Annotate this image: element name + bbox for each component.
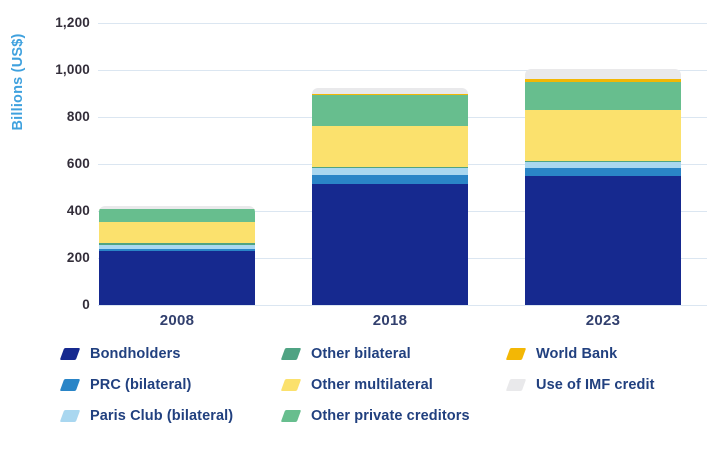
legend-item-bondholders: Bondholders — [59, 346, 181, 362]
legend-item-other-bilateral: Other bilateral — [280, 346, 411, 362]
segment-other-private-creditors-2023 — [525, 81, 681, 111]
segment-paris-club-bilateral-2018 — [312, 168, 468, 176]
gridline-1000 — [98, 70, 707, 71]
segment-use-of-imf-credit-2018 — [312, 87, 468, 94]
legend-swatch-world-bank — [505, 348, 527, 360]
segment-prc-bilateral-2018 — [312, 175, 468, 184]
legend-label-other-multilateral: Other multilateral — [311, 377, 433, 393]
y-axis-title: Billions (US$) — [10, 33, 26, 131]
legend-swatch-other-multilateral — [280, 379, 302, 391]
y-tick-label-600: 600 — [66, 156, 90, 171]
legend-item-other-multilateral: Other multilateral — [280, 377, 433, 393]
segment-world-bank-2018 — [312, 94, 468, 95]
segment-other-multilateral-2018 — [312, 125, 468, 168]
segment-use-of-imf-credit-2023 — [525, 69, 681, 80]
y-tick-label-1000: 1,000 — [55, 62, 90, 77]
y-tick-label-800: 800 — [66, 109, 90, 124]
segment-other-bilateral-2008 — [99, 243, 255, 246]
x-axis-label-2008: 2008 — [159, 312, 195, 329]
legend-swatch-other-private-creditors — [280, 410, 302, 422]
segment-other-private-creditors-2018 — [312, 94, 468, 126]
legend-swatch-other-bilateral — [280, 348, 302, 360]
legend-swatch-paris-club-bilateral — [59, 410, 81, 422]
legend-label-bondholders: Bondholders — [90, 346, 181, 362]
x-axis-label-2023: 2023 — [585, 312, 621, 329]
x-axis-label-2018: 2018 — [372, 312, 408, 329]
legend-item-paris-club-bilateral: Paris Club (bilateral) — [59, 408, 234, 424]
segment-prc-bilateral-2023 — [525, 168, 681, 176]
segment-world-bank-2023 — [525, 79, 681, 82]
segment-bondholders-2023 — [525, 175, 681, 305]
bar-2018 — [312, 87, 468, 305]
legend-swatch-bondholders — [59, 348, 81, 360]
bar-2023 — [525, 69, 681, 305]
segment-prc-bilateral-2008 — [99, 249, 255, 251]
segment-other-bilateral-2018 — [312, 167, 468, 169]
legend-label-use-of-imf-credit: Use of IMF credit — [536, 377, 655, 393]
legend-swatch-use-of-imf-credit — [505, 379, 527, 391]
legend-swatch-prc-bilateral — [59, 379, 81, 391]
y-tick-label-400: 400 — [66, 203, 90, 218]
legend-label-other-private-creditors: Other private creditors — [311, 408, 470, 424]
legend-item-prc-bilateral: PRC (bilateral) — [59, 377, 192, 393]
legend-item-use-of-imf-credit: Use of IMF credit — [505, 377, 655, 393]
legend-item-other-private-creditors: Other private creditors — [280, 408, 470, 424]
segment-other-bilateral-2023 — [525, 160, 681, 163]
gridline-0 — [98, 305, 707, 306]
legend-item-world-bank: World Bank — [505, 346, 618, 362]
legend-label-world-bank: World Bank — [536, 346, 618, 362]
legend-label-paris-club-bilateral: Paris Club (bilateral) — [90, 408, 234, 424]
legend-label-prc-bilateral: PRC (bilateral) — [90, 377, 192, 393]
segment-bondholders-2018 — [312, 183, 468, 305]
segment-paris-club-bilateral-2023 — [525, 162, 681, 168]
gridline-1200 — [98, 23, 707, 24]
segment-other-multilateral-2008 — [99, 221, 255, 244]
segment-other-multilateral-2023 — [525, 110, 681, 161]
segment-use-of-imf-credit-2008 — [99, 206, 255, 209]
plot-area — [98, 23, 707, 306]
segment-bondholders-2008 — [99, 250, 255, 305]
segment-other-private-creditors-2008 — [99, 209, 255, 222]
y-tick-label-0: 0 — [82, 297, 90, 312]
y-tick-label-200: 200 — [66, 250, 90, 265]
bar-2008 — [99, 206, 255, 305]
segment-paris-club-bilateral-2008 — [99, 245, 255, 250]
legend-label-other-bilateral: Other bilateral — [311, 346, 411, 362]
y-tick-label-1200: 1,200 — [55, 15, 90, 30]
